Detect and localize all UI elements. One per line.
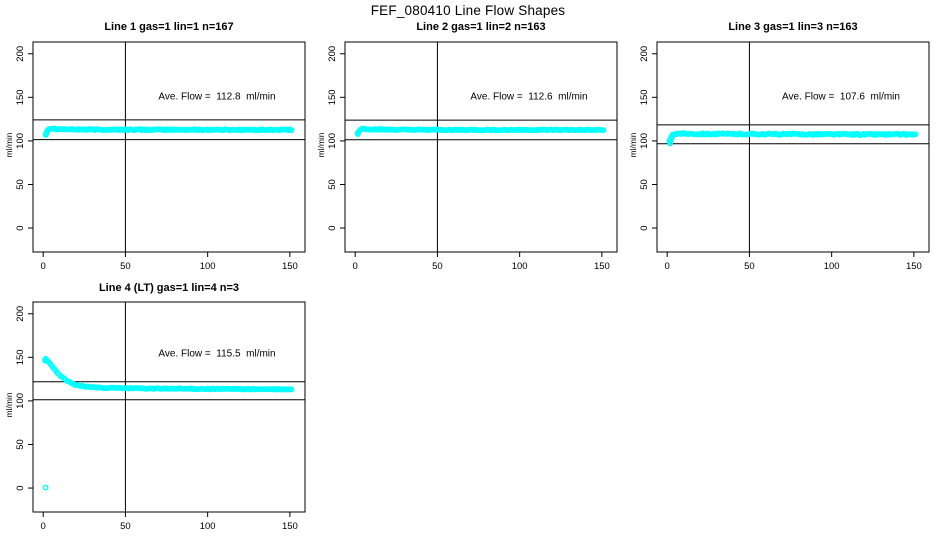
panel1-y-axis-label: ml/min (4, 132, 14, 158)
y-tick-label: 200 (15, 306, 26, 322)
y-tick-label: 150 (15, 349, 26, 365)
panel3-ave-flow-annotation: Ave. Flow = 107.6 ml/min (782, 91, 900, 103)
x-tick-label: 50 (120, 521, 131, 532)
y-tick-label: 0 (639, 225, 650, 230)
y-tick-label: 150 (327, 89, 338, 105)
panel2-y-axis-label: ml/min (316, 132, 326, 158)
data-point (600, 127, 607, 133)
y-tick-label: 100 (639, 133, 650, 149)
panel4-y-axis-label: ml/min (4, 392, 14, 418)
data-point (42, 484, 49, 491)
data-point (288, 386, 295, 393)
panel3-y-axis-label: ml/min (628, 132, 638, 158)
panel3-title: Line 3 gas=1 lin=3 n=163 (728, 21, 858, 33)
x-tick-label: 100 (200, 521, 216, 532)
data-point (912, 131, 919, 138)
panel2-title: Line 2 gas=1 lin=2 n=163 (416, 21, 546, 33)
x-tick-label: 0 (41, 521, 46, 532)
x-tick-label: 50 (744, 261, 755, 272)
y-tick-label: 200 (639, 46, 650, 62)
y-tick-label: 200 (327, 46, 338, 62)
x-tick-label: 150 (282, 261, 298, 272)
y-tick-label: 200 (15, 46, 26, 62)
x-tick-label: 150 (282, 521, 298, 532)
x-tick-label: 50 (432, 261, 443, 272)
y-tick-label: 150 (15, 89, 26, 105)
y-tick-label: 50 (327, 179, 338, 190)
y-tick-label: 50 (639, 179, 650, 190)
plot-box (32, 41, 306, 253)
x-tick-label: 100 (824, 261, 840, 272)
y-tick-label: 0 (15, 225, 26, 230)
plot-box (344, 41, 618, 253)
y-tick-label: 100 (15, 393, 26, 409)
x-tick-label: 150 (906, 261, 922, 272)
y-tick-label: 100 (327, 133, 338, 149)
x-tick-label: 150 (594, 261, 610, 272)
x-tick-label: 50 (120, 261, 131, 272)
panel1-title: Line 1 gas=1 lin=1 n=167 (104, 21, 234, 33)
data-point (667, 140, 674, 147)
y-tick-label: 0 (327, 225, 338, 230)
x-tick-label: 0 (665, 261, 670, 272)
y-tick-label: 50 (15, 179, 26, 190)
panel4-title: Line 4 (LT) gas=1 lin=4 n=3 (98, 282, 240, 294)
plot-box (656, 41, 930, 253)
data-point (288, 127, 295, 134)
panel4-ave-flow-annotation: Ave. Flow = 115.5 ml/min (158, 348, 276, 360)
y-tick-label: 0 (15, 485, 26, 490)
figure-title: FEF_080410 Line Flow Shapes (370, 3, 566, 18)
panel2-ave-flow-annotation: Ave. Flow = 112.6 ml/min (470, 91, 588, 103)
x-tick-label: 0 (353, 261, 358, 272)
panel1-ave-flow-annotation: Ave. Flow = 112.8 ml/min (158, 91, 276, 103)
plot-box (32, 301, 306, 513)
x-tick-label: 0 (41, 261, 46, 272)
x-tick-label: 100 (512, 261, 528, 272)
y-tick-label: 150 (639, 89, 650, 105)
y-tick-label: 50 (15, 439, 26, 450)
x-tick-label: 100 (200, 261, 216, 272)
y-tick-label: 100 (15, 133, 26, 149)
